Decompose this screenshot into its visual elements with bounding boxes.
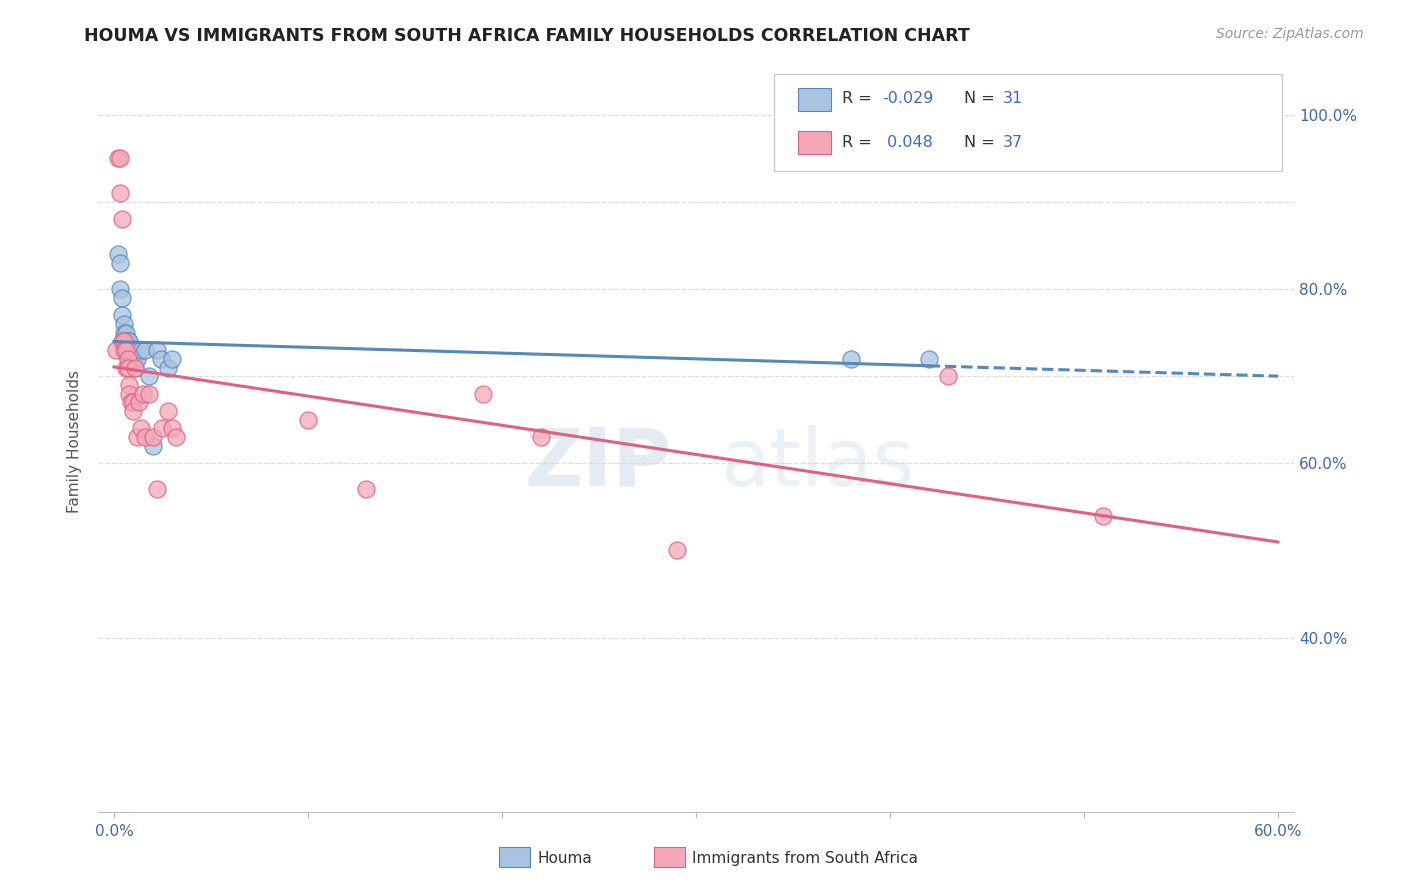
Text: R =: R = — [842, 91, 872, 106]
Text: R =: R = — [842, 135, 872, 150]
Point — [107, 247, 129, 261]
Point — [111, 212, 134, 227]
Point — [936, 369, 959, 384]
Point — [114, 326, 136, 340]
Point — [165, 430, 187, 444]
Point — [112, 334, 135, 349]
Text: N =: N = — [963, 91, 994, 106]
Point — [918, 351, 941, 366]
Point — [1092, 508, 1115, 523]
Point — [134, 343, 156, 357]
Point — [114, 360, 136, 375]
Point — [124, 360, 146, 375]
Point — [108, 256, 131, 270]
Point — [122, 395, 145, 409]
Point — [127, 351, 149, 366]
Point — [160, 351, 183, 366]
Point — [122, 404, 145, 418]
Point — [112, 343, 135, 357]
Bar — [797, 130, 831, 154]
Text: 0.048: 0.048 — [883, 135, 934, 150]
Text: Source: ZipAtlas.com: Source: ZipAtlas.com — [1216, 27, 1364, 41]
Point — [530, 430, 553, 444]
Point — [160, 421, 183, 435]
Point — [108, 186, 131, 201]
Text: N =: N = — [963, 135, 994, 150]
Text: ZIP: ZIP — [524, 425, 672, 503]
Point — [112, 334, 135, 349]
Point — [117, 334, 139, 349]
Point — [112, 326, 135, 340]
Point — [111, 291, 134, 305]
Point — [108, 282, 131, 296]
Text: 37: 37 — [1002, 135, 1024, 150]
Point — [129, 343, 152, 357]
Point — [118, 386, 141, 401]
Text: HOUMA VS IMMIGRANTS FROM SOUTH AFRICA FAMILY HOUSEHOLDS CORRELATION CHART: HOUMA VS IMMIGRANTS FROM SOUTH AFRICA FA… — [84, 27, 970, 45]
Point — [124, 360, 146, 375]
Text: Immigrants from South Africa: Immigrants from South Africa — [692, 851, 918, 865]
Point — [117, 351, 139, 366]
Point — [107, 152, 129, 166]
Point — [354, 483, 377, 497]
Point — [129, 421, 152, 435]
Point — [117, 351, 139, 366]
Point — [665, 543, 688, 558]
Point — [122, 351, 145, 366]
Point — [120, 395, 142, 409]
Point — [132, 386, 155, 401]
Point — [157, 360, 180, 375]
Point — [114, 334, 136, 349]
Bar — [797, 87, 831, 112]
Point — [839, 351, 862, 366]
Text: Houma: Houma — [537, 851, 592, 865]
Point — [128, 395, 150, 409]
Text: -0.029: -0.029 — [883, 91, 934, 106]
Point — [120, 343, 142, 357]
Point — [108, 152, 131, 166]
Point — [145, 343, 167, 357]
Point — [111, 308, 134, 322]
Point — [134, 430, 156, 444]
Point — [127, 430, 149, 444]
Point — [152, 421, 174, 435]
Point — [149, 351, 172, 366]
Point — [111, 334, 134, 349]
Point — [117, 360, 139, 375]
Point — [122, 343, 145, 357]
Text: 31: 31 — [1002, 91, 1024, 106]
Point — [120, 351, 142, 366]
Text: atlas: atlas — [720, 425, 914, 503]
Point — [112, 317, 135, 331]
Point — [145, 483, 167, 497]
FancyBboxPatch shape — [773, 73, 1282, 171]
Point — [118, 334, 141, 349]
Point — [118, 378, 141, 392]
Point — [114, 343, 136, 357]
Point — [104, 343, 127, 357]
Point — [138, 369, 160, 384]
Point — [142, 430, 165, 444]
Point — [297, 413, 319, 427]
Point — [117, 343, 139, 357]
Point — [157, 404, 180, 418]
Y-axis label: Family Households: Family Households — [67, 370, 83, 513]
Point — [138, 386, 160, 401]
Point — [142, 439, 165, 453]
Point — [471, 386, 494, 401]
Point — [118, 343, 141, 357]
